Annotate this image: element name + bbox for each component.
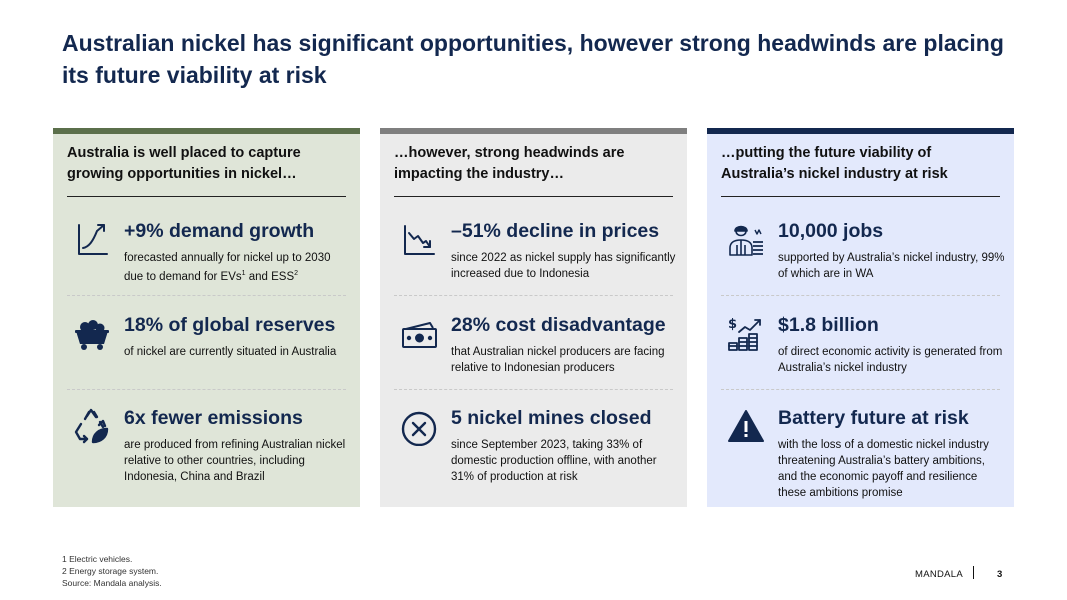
column-viability-risk: …putting the future viability of Austral… — [707, 128, 1014, 507]
growth-chart-icon — [73, 221, 111, 259]
page-number: 3 — [997, 569, 1003, 580]
divider — [394, 389, 673, 390]
declining-chart-icon — [400, 221, 438, 259]
stat-description: with the loss of a domestic nickel indus… — [778, 439, 989, 499]
economic-growth-icon: $ — [727, 315, 765, 353]
stat-value: 18% of global reserves — [124, 314, 336, 336]
divider — [721, 389, 1000, 390]
stat-description: since 2022 as nickel supply has signific… — [451, 252, 676, 280]
stat-value: –51% decline in prices — [451, 220, 660, 242]
divider — [67, 295, 346, 296]
footnote: 1 Electric vehicles. — [62, 554, 133, 564]
column-top-bar — [380, 128, 687, 134]
column-opportunities: Australia is well placed to capture grow… — [53, 128, 360, 507]
stat-description: since September 2023, taking 33% of dome… — [451, 439, 657, 483]
closed-x-circle-icon — [400, 408, 438, 446]
divider — [721, 295, 1000, 296]
brand-name: MANDALA — [915, 569, 964, 580]
column-heading: …however, strong headwinds are impacting… — [394, 145, 625, 182]
stat-value: 5 nickel mines closed — [451, 407, 652, 429]
footnote: 2 Energy storage system. — [62, 566, 159, 576]
stat-value: Battery future at risk — [778, 407, 969, 429]
stat-description: of nickel are currently situated in Aust… — [124, 346, 337, 358]
stat-description: are produced from refining Australian ni… — [124, 439, 346, 483]
column-heading: …putting the future viability of Austral… — [721, 145, 948, 182]
brand-separator — [973, 566, 974, 579]
stat-value: $1.8 billion — [778, 314, 879, 336]
heading-rule — [721, 196, 1000, 197]
mine-cart-icon — [73, 315, 111, 353]
column-headwinds: …however, strong headwinds are impacting… — [380, 128, 687, 507]
worker-icon — [727, 221, 765, 259]
divider — [394, 295, 673, 296]
heading-rule — [394, 196, 673, 197]
stat-description: supported by Australia’s nickel industry… — [778, 252, 1005, 280]
heading-rule — [67, 196, 346, 197]
stat-value: 28% cost disadvantage — [451, 314, 666, 336]
stat-value: +9% demand growth — [124, 220, 315, 242]
warning-icon — [727, 408, 765, 446]
banknotes-icon — [400, 315, 438, 353]
stat-description: of direct economic activity is generated… — [778, 346, 1003, 374]
stat-value: 6x fewer emissions — [124, 407, 303, 429]
recycle-leaf-icon — [73, 408, 111, 446]
stat-description: forecasted annually for nickel up to 203… — [124, 252, 331, 283]
stat-description: that Australian nickel producers are fac… — [451, 346, 665, 374]
footnotes: 1 Electric vehicles. 2 Energy storage sy… — [62, 553, 162, 589]
column-heading: Australia is well placed to capture grow… — [67, 145, 301, 182]
svg-text:$: $ — [728, 317, 737, 332]
footnote: Source: Mandala analysis. — [62, 578, 162, 588]
column-top-bar — [707, 128, 1014, 134]
slide-title: Australian nickel has significant opport… — [62, 30, 1004, 88]
stat-value: 10,000 jobs — [778, 220, 884, 242]
divider — [67, 389, 346, 390]
column-top-bar — [53, 128, 360, 134]
